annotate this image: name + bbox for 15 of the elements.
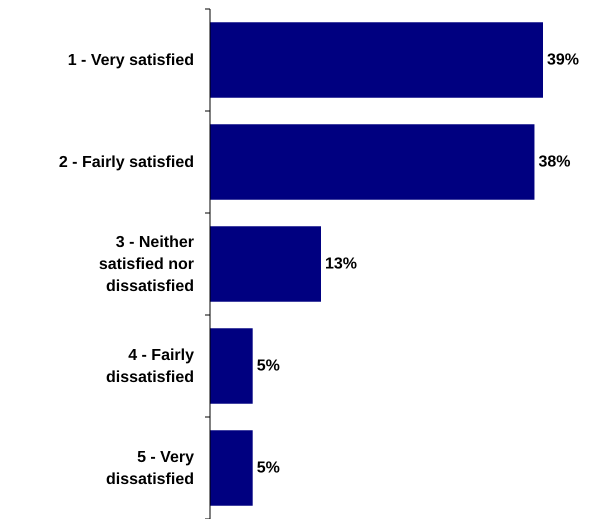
y-tick-label: 1 - Very satisfied <box>68 52 194 68</box>
bar <box>210 328 253 404</box>
data-label: 38% <box>538 154 570 170</box>
bar <box>210 22 543 98</box>
data-label: 5% <box>256 460 280 476</box>
data-label: 39% <box>547 52 580 68</box>
bar <box>210 124 534 200</box>
bar <box>210 226 321 302</box>
y-tick-label: 5 - Very dissatisfied <box>106 448 194 488</box>
y-tick-label: 4 - Fairly dissatisfied <box>106 346 194 386</box>
bar <box>210 430 253 506</box>
data-label: 5% <box>256 358 280 374</box>
y-tick-label: 3 - Neither satisfied nor dissatisfied <box>98 234 194 294</box>
data-label: 13% <box>325 256 358 272</box>
y-tick-label: 2 - Fairly satisfied <box>58 154 194 170</box>
